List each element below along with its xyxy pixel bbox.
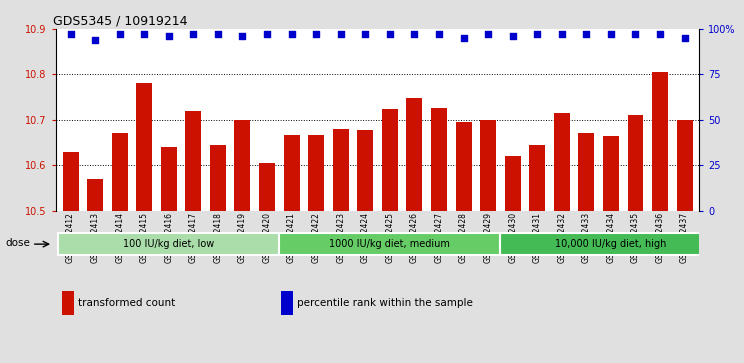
Point <box>629 32 641 37</box>
Bar <box>279 233 501 255</box>
Bar <box>62 291 74 315</box>
Point <box>114 32 126 37</box>
Point <box>654 32 666 37</box>
Text: transformed count: transformed count <box>78 298 176 309</box>
Point <box>89 37 101 43</box>
Text: dose: dose <box>6 238 31 248</box>
Bar <box>136 83 153 211</box>
Bar <box>58 233 279 255</box>
Bar <box>112 133 128 211</box>
Point <box>286 32 298 37</box>
Point <box>65 32 77 37</box>
Bar <box>406 98 423 211</box>
Bar <box>578 133 594 211</box>
Text: 10,000 IU/kg diet, high: 10,000 IU/kg diet, high <box>555 239 667 249</box>
Bar <box>234 120 251 211</box>
Point <box>556 32 568 37</box>
Bar <box>308 135 324 211</box>
Bar <box>210 145 226 211</box>
Bar <box>501 233 722 255</box>
Point <box>212 32 224 37</box>
Bar <box>259 163 275 211</box>
Point <box>384 32 396 37</box>
Bar <box>554 113 570 211</box>
Bar <box>283 135 300 211</box>
Bar <box>333 129 349 211</box>
Point <box>359 32 371 37</box>
Text: 1000 IU/kg diet, medium: 1000 IU/kg diet, medium <box>330 239 450 249</box>
Bar <box>87 179 103 211</box>
Point <box>408 32 420 37</box>
Point <box>138 32 150 37</box>
Point <box>310 32 322 37</box>
Bar <box>676 120 693 211</box>
Point <box>433 32 445 37</box>
Point <box>531 32 543 37</box>
Text: GDS5345 / 10919214: GDS5345 / 10919214 <box>53 15 187 28</box>
Point <box>482 32 494 37</box>
Bar <box>652 72 668 211</box>
Point <box>261 32 273 37</box>
Point <box>163 33 175 39</box>
Bar <box>504 156 521 211</box>
Point <box>237 33 248 39</box>
Point <box>580 32 592 37</box>
Point <box>335 32 347 37</box>
Text: 100 IU/kg diet, low: 100 IU/kg diet, low <box>124 239 214 249</box>
Bar <box>185 111 202 211</box>
Bar <box>480 120 496 211</box>
Bar <box>382 109 398 211</box>
Bar <box>281 291 292 315</box>
Bar <box>455 122 472 211</box>
Bar <box>603 136 619 211</box>
Point <box>605 32 617 37</box>
Bar <box>161 147 177 211</box>
Bar <box>62 151 79 211</box>
Point <box>458 35 469 41</box>
Point <box>507 33 519 39</box>
Point <box>187 32 199 37</box>
Bar <box>431 109 447 211</box>
Bar <box>357 130 373 211</box>
Point <box>679 35 690 41</box>
Bar <box>627 115 644 211</box>
Bar <box>529 145 545 211</box>
Text: percentile rank within the sample: percentile rank within the sample <box>297 298 473 309</box>
